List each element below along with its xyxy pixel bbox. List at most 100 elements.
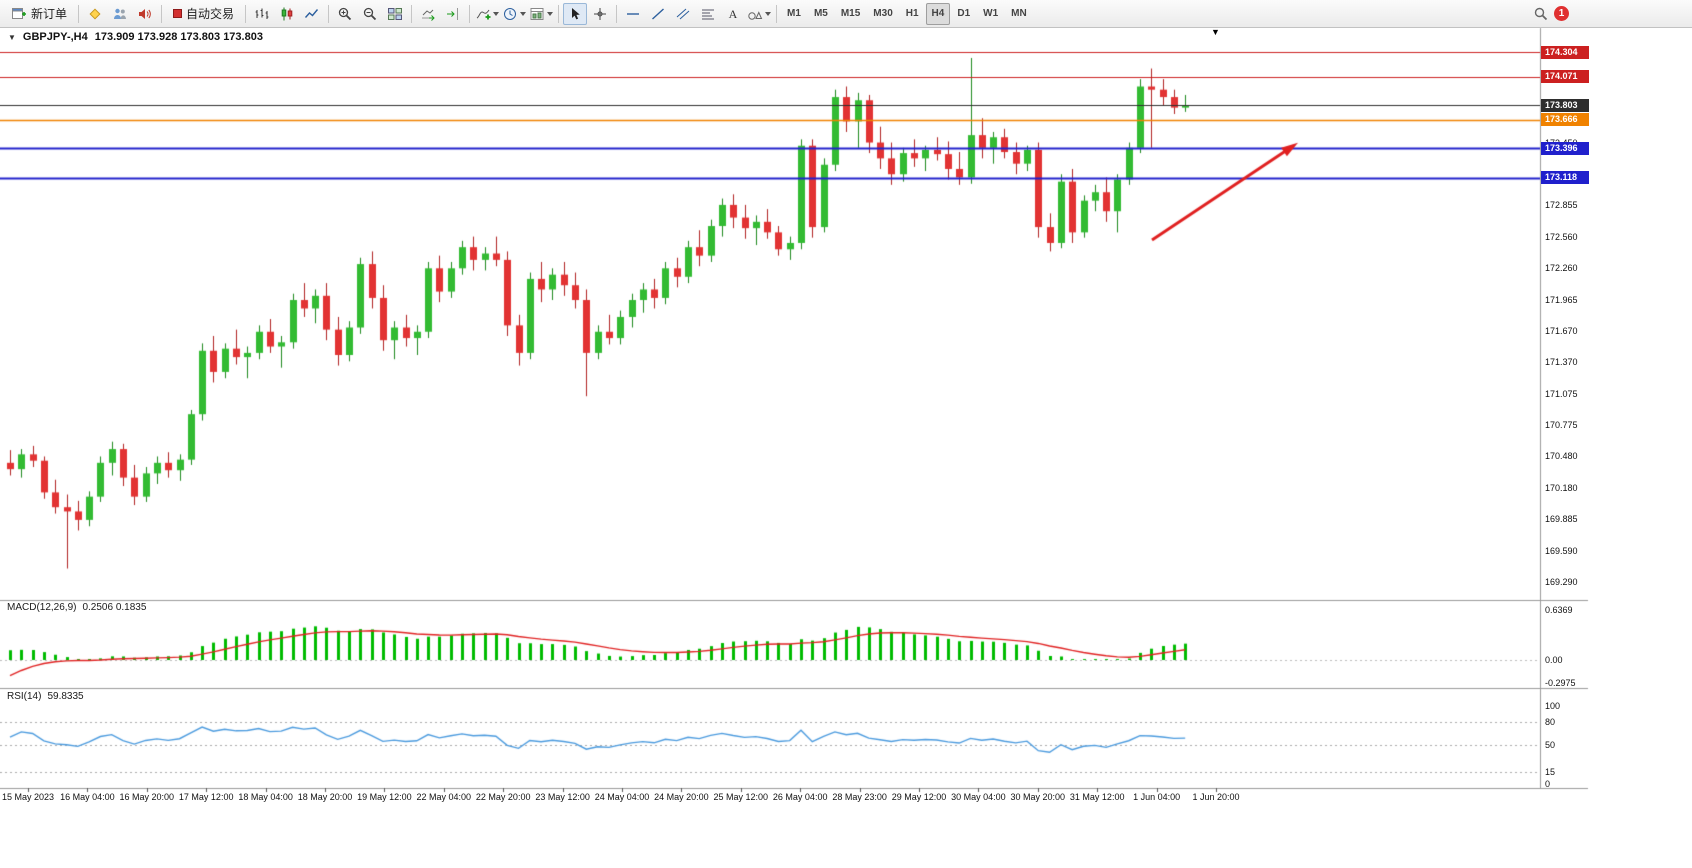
- timeframe-m15-button[interactable]: M15: [835, 3, 866, 25]
- fibonacci-tool-button[interactable]: [696, 3, 720, 25]
- tile-windows-button[interactable]: [383, 3, 407, 25]
- svg-text:A: A: [729, 7, 738, 21]
- time-axis-label: 22 May 04:00: [416, 792, 472, 802]
- templates-button[interactable]: [528, 3, 554, 25]
- toolbar: 新订单 自动交易 A M1 M: [0, 0, 1692, 28]
- time-axis-label: 1 Jun 20:00: [1192, 792, 1240, 802]
- candlestick-icon: [281, 7, 293, 20]
- search-icon: [1534, 7, 1548, 20]
- timeframe-mn-button[interactable]: MN: [1005, 3, 1033, 25]
- rsi-scale-label: 100: [1545, 701, 1561, 711]
- time-axis-label: 29 May 12:00: [891, 792, 947, 802]
- dropdown-caret-icon: [765, 11, 772, 16]
- price-scale-label: 170.480: [1545, 451, 1578, 462]
- time-axis-label: 24 May 20:00: [654, 792, 709, 802]
- toolbar-separator: [558, 4, 560, 23]
- timeframe-m30-button[interactable]: M30: [867, 3, 898, 25]
- horizontal-line-icon: [627, 12, 640, 15]
- price-scale-label: 171.965: [1545, 294, 1578, 305]
- timeframe-m1-button[interactable]: M1: [781, 3, 807, 25]
- time-axis[interactable]: 15 May 2023 16 May 04:00 16 May 20:00 17 Ma…: [0, 788, 1540, 812]
- bar-chart-button[interactable]: [250, 3, 274, 25]
- toolbar-separator: [328, 4, 330, 23]
- macd-scale-label: 0.00: [1545, 655, 1563, 665]
- price-scale-label: 171.670: [1545, 325, 1578, 336]
- bar-chart-icon: [255, 8, 269, 19]
- horizontal-line-tool-button[interactable]: [621, 3, 645, 25]
- collapse-chart-icon[interactable]: ▼: [8, 32, 16, 42]
- notification-badge[interactable]: 1: [1554, 6, 1569, 21]
- clock-icon: [504, 7, 517, 20]
- zoom-in-button[interactable]: [333, 3, 357, 25]
- time-axis-label: 18 May 20:00: [297, 792, 353, 802]
- search-button[interactable]: [1529, 3, 1553, 25]
- indicators-icon: [476, 9, 491, 19]
- price-scale-label: 172.260: [1545, 263, 1578, 274]
- timeframe-d1-button[interactable]: D1: [951, 3, 976, 25]
- price-axis[interactable]: 173.450172.855172.560172.260171.965171.6…: [1540, 28, 1690, 790]
- zoom-out-icon: [363, 7, 377, 20]
- community-button[interactable]: [108, 3, 132, 25]
- timeframe-h4-button[interactable]: H4: [925, 2, 951, 25]
- shapes-icon: [748, 10, 763, 20]
- toolbar-separator: [411, 4, 413, 23]
- time-axis-label: 16 May 20:00: [119, 792, 175, 802]
- chart-ohlc-values: 173.909 173.928 173.803 173.803: [94, 31, 263, 43]
- time-axis-label: 30 May 04:00: [951, 792, 1006, 802]
- time-axis-label: 15 May 2023: [1, 792, 55, 802]
- chart-shift-icon: [447, 7, 459, 20]
- indicators-button[interactable]: [474, 3, 500, 25]
- time-axis-label: 30 May 20:00: [1010, 792, 1066, 802]
- auto-scroll-button[interactable]: [416, 3, 440, 25]
- macd-name: MACD(12,26,9): [7, 602, 77, 613]
- channel-icon: [676, 8, 690, 19]
- price-level-tag: 173.118: [1541, 171, 1589, 185]
- rsi-value: 59.8335: [47, 691, 84, 702]
- channel-tool-button[interactable]: [671, 3, 695, 25]
- chart-symbol-period: GBPJPY-,H4: [22, 31, 88, 43]
- alerts-button[interactable]: [133, 3, 157, 25]
- toolbar-separator: [616, 4, 618, 23]
- time-axis-label: 18 May 04:00: [238, 792, 293, 802]
- toolbar-separator: [245, 4, 247, 23]
- time-axis-label: 28 May 23:00: [832, 792, 887, 802]
- price-level-tag: 173.396: [1541, 141, 1589, 155]
- rsi-scale-label: 80: [1545, 716, 1556, 727]
- time-axis-label: 23 May 12:00: [535, 792, 590, 802]
- time-axis-label: 31 May 12:00: [1069, 792, 1125, 802]
- toolbar-separator: [469, 4, 471, 23]
- metaeditor-button[interactable]: [83, 3, 107, 25]
- text-tool-button[interactable]: A: [721, 3, 745, 25]
- time-axis-label: 24 May 04:00: [594, 792, 650, 802]
- line-chart-button[interactable]: [300, 3, 324, 25]
- price-scale-label: 169.290: [1545, 577, 1578, 588]
- current-price-tag: 173.803: [1541, 98, 1589, 112]
- new-order-label: 新订单: [31, 7, 68, 21]
- tile-windows-icon: [388, 7, 403, 20]
- macd-scale-label: 0.6369: [1545, 605, 1573, 615]
- periods-button[interactable]: [501, 3, 527, 25]
- speaker-icon: [139, 8, 151, 19]
- zoom-out-button[interactable]: [358, 3, 382, 25]
- timeframe-m5-button[interactable]: M5: [808, 3, 834, 25]
- price-level-tag: 174.071: [1541, 70, 1589, 84]
- shapes-tool-button[interactable]: [746, 3, 772, 25]
- timeframe-h1-button[interactable]: H1: [900, 3, 925, 25]
- cursor-tool-button[interactable]: [563, 2, 588, 25]
- line-chart-icon: [305, 8, 319, 18]
- zoom-in-icon: [338, 7, 352, 20]
- timeframe-toolbar: M1 M5 M15 M30 H1 H4 D1 W1 MN: [781, 2, 1033, 25]
- autotrading-button[interactable]: 自动交易: [166, 3, 241, 25]
- toolbar-separator: [78, 4, 80, 23]
- timeframe-w1-button[interactable]: W1: [977, 3, 1004, 25]
- dropdown-caret-icon: [547, 11, 554, 16]
- candlestick-chart-button[interactable]: [275, 3, 299, 25]
- chart-shift-button[interactable]: [441, 3, 465, 25]
- chart-title: ▼ GBPJPY-,H4 173.909 173.928 173.803 173…: [8, 31, 263, 43]
- price-scale-label: 172.560: [1545, 231, 1578, 242]
- crosshair-tool-button[interactable]: [588, 3, 612, 25]
- trendline-tool-button[interactable]: [646, 3, 670, 25]
- new-order-button[interactable]: 新订单: [4, 3, 74, 25]
